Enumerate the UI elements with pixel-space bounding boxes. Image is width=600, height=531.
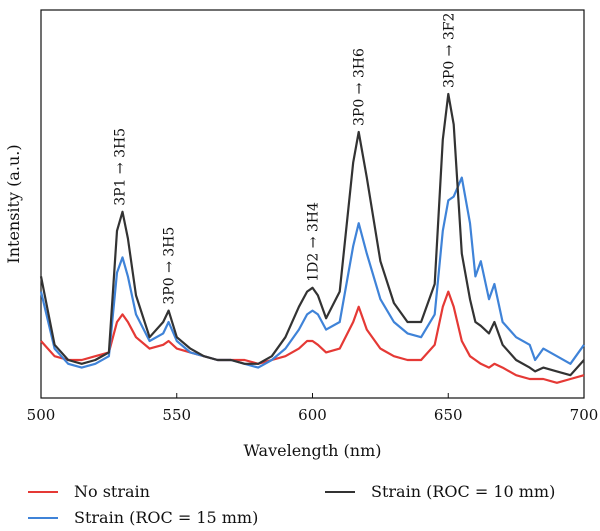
peak-annotation: 3P0 → 3H6 — [352, 48, 368, 126]
x-tick-label: 600 — [298, 406, 327, 424]
series-line-1 — [40, 290, 585, 384]
legend-item-roc10: Strain (ROC = 10 mm) — [325, 482, 555, 501]
legend-label: Strain (ROC = 10 mm) — [371, 482, 556, 501]
spectrum-chart: 500 550 600 650 700 Wavelength (nm) Intensity … — [4, 9, 599, 460]
series-line-2 — [39, 176, 585, 369]
x-tick-label: 650 — [434, 406, 463, 424]
legend-swatch-red — [28, 490, 58, 493]
peak-annotation: 3P0 → 3F2 — [441, 13, 457, 88]
legend-label: No strain — [74, 482, 150, 501]
legend-swatch-black — [325, 490, 355, 493]
legend-item-roc15: Strain (ROC = 15 mm) — [28, 508, 258, 527]
peak-annotation: 1D2 → 3H4 — [306, 202, 322, 282]
x-tick-label: 550 — [162, 406, 191, 424]
x-tick-label: 700 — [570, 406, 599, 424]
peak-annotation: 3P1 → 3H5 — [113, 128, 129, 206]
legend-swatch-blue — [28, 516, 58, 519]
y-axis-label: Intensity (a.u.) — [4, 144, 23, 263]
peak-annotation: 3P0 → 3H5 — [162, 227, 178, 305]
x-axis-label: Wavelength (nm) — [243, 441, 381, 460]
series-line-3 — [39, 92, 585, 377]
legend-label: Strain (ROC = 15 mm) — [74, 508, 259, 527]
legend-item-no-strain: No strain — [28, 482, 150, 501]
x-tick-label: 500 — [27, 406, 56, 424]
